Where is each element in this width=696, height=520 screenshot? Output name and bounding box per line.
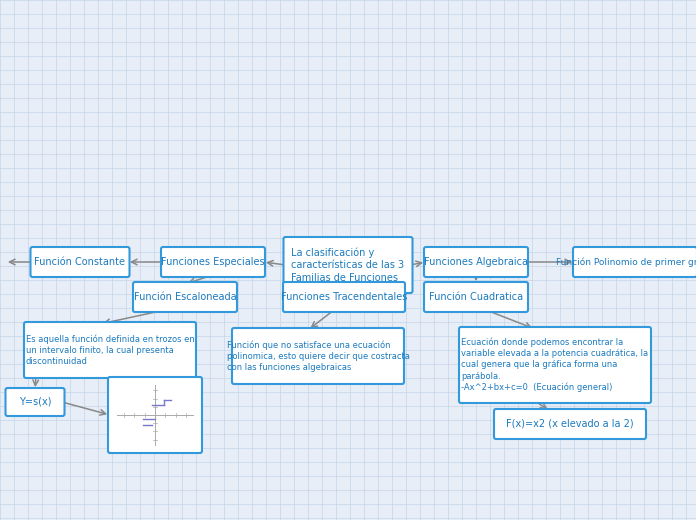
- FancyBboxPatch shape: [108, 377, 202, 453]
- Text: Es aquella función definida en trozos en
un intervalo finito, la cual presenta
d: Es aquella función definida en trozos en…: [26, 334, 194, 366]
- FancyBboxPatch shape: [573, 247, 696, 277]
- FancyBboxPatch shape: [459, 327, 651, 403]
- Text: Funciones Algebraica: Funciones Algebraica: [424, 257, 528, 267]
- Text: Funciones Tracendentales: Funciones Tracendentales: [280, 292, 407, 302]
- Text: Y=s(x): Y=s(x): [19, 397, 52, 407]
- Text: Función Escaloneada: Función Escaloneada: [134, 292, 237, 302]
- Text: Funciones Especiales: Funciones Especiales: [161, 257, 264, 267]
- FancyBboxPatch shape: [424, 247, 528, 277]
- FancyBboxPatch shape: [24, 322, 196, 378]
- FancyBboxPatch shape: [232, 328, 404, 384]
- Text: Ecuación donde podemos encontrar la
variable elevada a la potencia cuadrática, l: Ecuación donde podemos encontrar la vari…: [461, 337, 649, 392]
- Text: La clasificación y
características de las 3
Familias de Funciones: La clasificación y características de la…: [292, 248, 404, 283]
- Text: F(x)=x2 (x elevado a la 2): F(x)=x2 (x elevado a la 2): [506, 419, 634, 429]
- Text: Función Cuadratica: Función Cuadratica: [429, 292, 523, 302]
- FancyBboxPatch shape: [133, 282, 237, 312]
- FancyBboxPatch shape: [494, 409, 646, 439]
- FancyBboxPatch shape: [31, 247, 129, 277]
- Text: Función Polinomio de primer grado: Función Polinomio de primer grado: [556, 257, 696, 267]
- Text: Función que no satisface una ecuación
polinomica, esto quiere decir que costract: Función que no satisface una ecuación po…: [227, 340, 409, 372]
- FancyBboxPatch shape: [161, 247, 265, 277]
- Text: Función Constante: Función Constante: [35, 257, 125, 267]
- FancyBboxPatch shape: [283, 282, 405, 312]
- FancyBboxPatch shape: [424, 282, 528, 312]
- FancyBboxPatch shape: [6, 388, 65, 416]
- FancyBboxPatch shape: [283, 237, 413, 293]
